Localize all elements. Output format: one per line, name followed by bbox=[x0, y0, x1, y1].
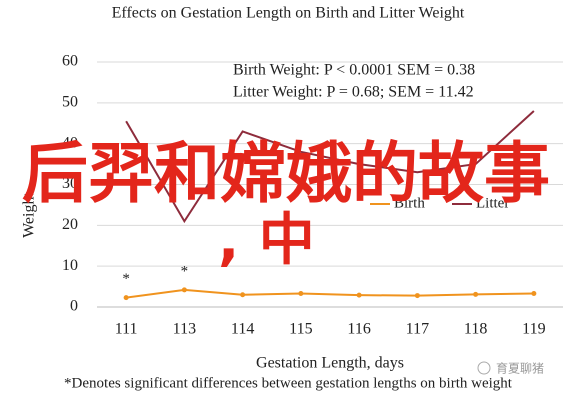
x-tick-label: 118 bbox=[464, 321, 487, 338]
x-tick-label: 115 bbox=[289, 321, 312, 338]
x-tick-label: 114 bbox=[231, 321, 254, 338]
y-tick-label: 50 bbox=[62, 94, 78, 111]
x-tick-label: 111 bbox=[115, 321, 138, 338]
chart-title: Effects on Gestation Length on Birth and… bbox=[112, 5, 465, 22]
watermark-icon bbox=[477, 361, 491, 375]
point bbox=[414, 293, 420, 299]
point bbox=[531, 291, 537, 297]
legend-label: Birth bbox=[394, 195, 425, 211]
x-tick-label: 116 bbox=[347, 321, 370, 338]
point bbox=[298, 291, 304, 297]
point bbox=[473, 291, 479, 297]
overlay-subline: , 中 bbox=[218, 208, 315, 273]
y-tick-label: 60 bbox=[62, 53, 78, 70]
annotation: Birth Weight: P < 0.0001 SEM = 0.38 bbox=[233, 62, 475, 79]
y-tick-label: 10 bbox=[62, 257, 78, 274]
annotation: Litter Weight: P = 0.68; SEM = 11.42 bbox=[233, 84, 474, 101]
point bbox=[181, 287, 187, 293]
x-tick-label: 113 bbox=[173, 321, 196, 338]
legend-label: Litter bbox=[476, 195, 509, 211]
overlay-headline: 后羿和嫦娥的故事 bbox=[22, 135, 550, 212]
watermark: 育夏聊猪 bbox=[496, 361, 544, 376]
significance-marker: * bbox=[122, 271, 130, 287]
series-line bbox=[125, 288, 534, 299]
y-tick-label: 40 bbox=[62, 134, 78, 151]
point bbox=[123, 295, 129, 301]
y-tick-label: 0 bbox=[70, 298, 78, 315]
x-tick-label: 119 bbox=[522, 321, 545, 338]
footnote: *Denotes significant differences between… bbox=[64, 375, 513, 391]
series-line bbox=[125, 110, 535, 224]
significance-marker: * bbox=[181, 263, 189, 279]
point bbox=[356, 292, 362, 298]
x-tick-label: 117 bbox=[406, 321, 429, 338]
y-tick-label: 20 bbox=[62, 216, 78, 233]
y-tick-label: 30 bbox=[62, 175, 78, 192]
point bbox=[240, 292, 246, 298]
x-axis-label: Gestation Length, days bbox=[256, 355, 404, 372]
y-axis-label: Weight bbox=[21, 192, 38, 238]
